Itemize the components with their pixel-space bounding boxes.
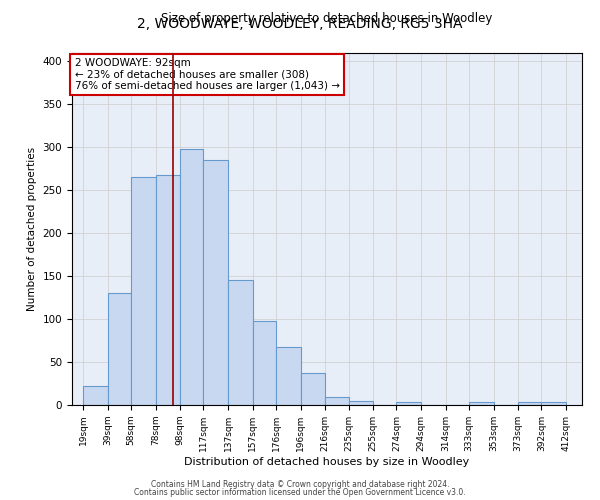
Bar: [397, 402, 421, 405]
Text: 2 WOODWAYE: 92sqm
← 23% of detached houses are smaller (308)
76% of semi-detache: 2 WOODWAYE: 92sqm ← 23% of detached hous…: [74, 58, 340, 91]
Bar: [518, 402, 541, 405]
Text: Contains HM Land Registry data © Crown copyright and database right 2024.: Contains HM Land Registry data © Crown c…: [151, 480, 449, 489]
Text: 2, WOODWAYE, WOODLEY, READING, RG5 3HA: 2, WOODWAYE, WOODLEY, READING, RG5 3HA: [137, 18, 463, 32]
Bar: [155, 176, 180, 405]
Text: Contains public sector information licensed under the Open Government Licence v3: Contains public sector information licen…: [134, 488, 466, 497]
Bar: [131, 177, 155, 405]
X-axis label: Distribution of detached houses by size in Woodley: Distribution of detached houses by size …: [184, 456, 470, 466]
Bar: [276, 346, 301, 405]
Bar: [228, 280, 253, 405]
Title: Size of property relative to detached houses in Woodley: Size of property relative to detached ho…: [161, 12, 493, 25]
Bar: [349, 400, 373, 405]
Bar: [107, 293, 131, 405]
Bar: [301, 373, 325, 405]
Bar: [469, 402, 494, 405]
Y-axis label: Number of detached properties: Number of detached properties: [27, 146, 37, 311]
Bar: [253, 320, 276, 405]
Bar: [541, 402, 566, 405]
Bar: [180, 149, 203, 405]
Bar: [325, 398, 349, 405]
Bar: [203, 160, 228, 405]
Bar: [83, 386, 107, 405]
